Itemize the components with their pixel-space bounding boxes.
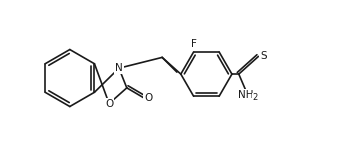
- Text: 2: 2: [253, 93, 258, 102]
- Text: NH: NH: [238, 90, 253, 100]
- Text: O: O: [144, 93, 153, 103]
- Text: O: O: [105, 99, 113, 109]
- Text: F: F: [190, 39, 197, 49]
- Text: N: N: [115, 63, 123, 73]
- Text: S: S: [260, 51, 267, 61]
